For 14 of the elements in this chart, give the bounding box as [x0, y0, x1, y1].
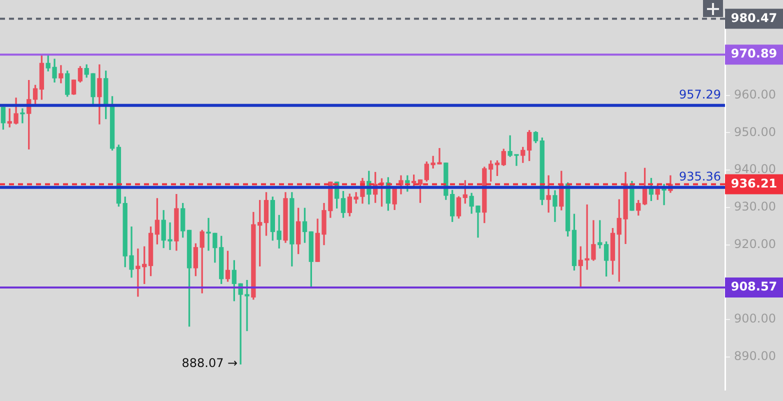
ref-line-label: 970.89: [730, 46, 778, 61]
y-tick-label: 890.00: [734, 349, 776, 364]
y-tick-label: 900.00: [734, 312, 776, 326]
ref-line-label: 980.47: [730, 10, 778, 25]
y-tick-label: 920.00: [734, 236, 776, 251]
y-tick-label: 940.00: [734, 162, 776, 176]
ref-line-label: 935.36: [679, 170, 721, 184]
y-tick-label: 960.00: [734, 87, 776, 102]
y-tick-label: 950.00: [734, 124, 776, 139]
ref-line-label: 908.57: [730, 280, 778, 294]
ref-line-label: 936.21: [730, 176, 778, 190]
annotation: 888.07 →: [182, 356, 238, 370]
ref-line-label: 957.29: [679, 88, 721, 102]
y-tick-label: 930.00: [734, 200, 776, 214]
